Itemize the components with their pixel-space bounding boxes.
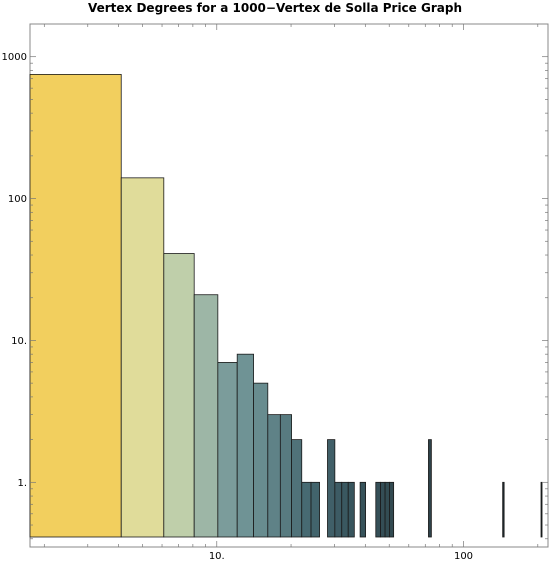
histogram-bar [217,362,238,538]
histogram-bar [267,414,281,538]
histogram-bar [375,481,381,538]
histogram-bar [236,353,254,538]
y-tick-label: 10. [11,336,27,347]
y-tick-label: 1000 [2,52,27,63]
histogram-bar [163,253,195,538]
x-tick-label: 10. [209,551,225,562]
histogram-bar [253,382,269,538]
histogram-bar [347,481,355,538]
histogram-bar [540,481,543,538]
histogram-bar [502,481,505,538]
histogram-bar [310,481,320,538]
x-tick-label: 100 [454,551,473,562]
histogram-bar [279,414,292,538]
y-tick-label: 1. [17,478,27,489]
histogram-bar [389,481,395,538]
histogram-bar [384,481,390,538]
histogram-bar [428,439,432,538]
histogram-bar [291,439,303,538]
histogram-bar [193,294,219,538]
histogram-bar [327,439,336,538]
histogram-bar [301,481,312,538]
histogram-bar [359,481,366,538]
chart-title: Vertex Degrees for a 1000−Vertex de Soll… [87,1,462,15]
histogram-bar [29,74,122,538]
histogram-bar [341,481,349,538]
histogram-bar [334,481,343,538]
y-tick-label: 100 [8,194,27,205]
histogram-bar [380,481,386,538]
histogram-bar [120,177,165,538]
